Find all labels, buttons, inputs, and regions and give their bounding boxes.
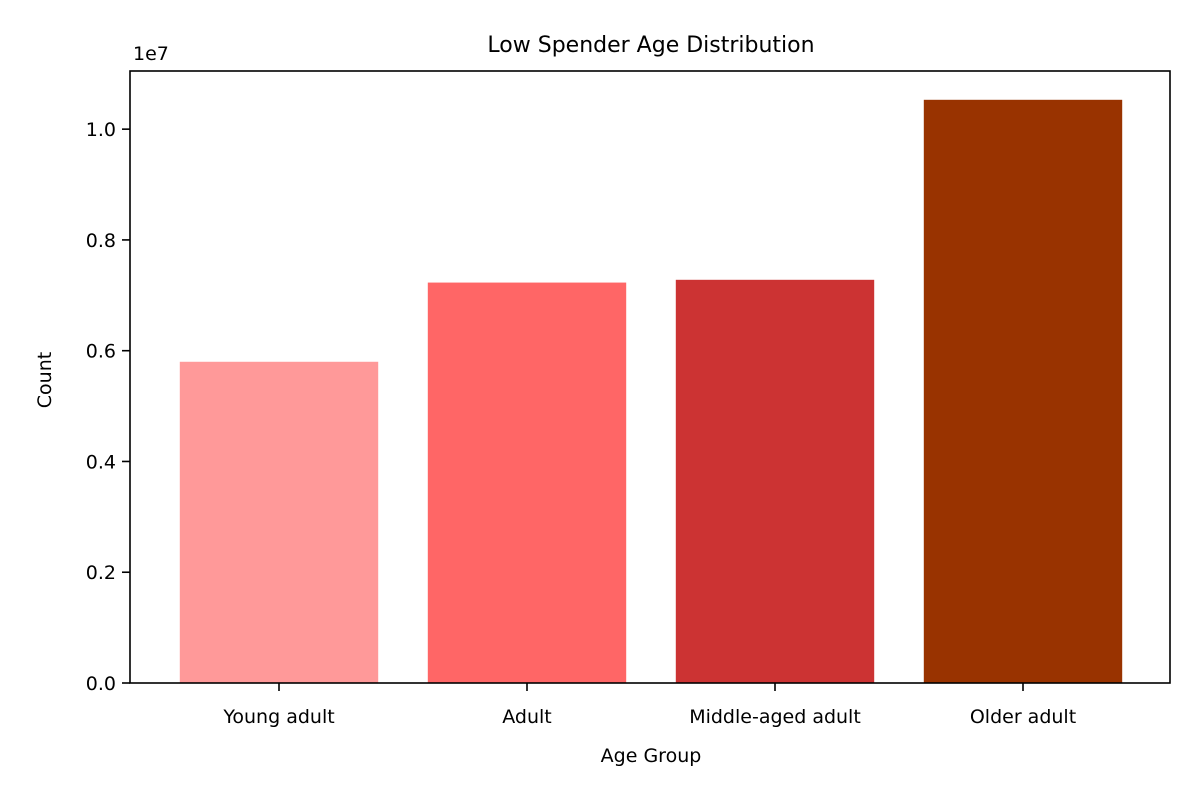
y-tick-label: 0.0: [86, 673, 116, 695]
y-tick-label: 0.2: [86, 562, 116, 584]
bar-middle-aged-adult: [675, 279, 875, 683]
y-axis-scale-label: 1e7: [133, 43, 169, 65]
y-tick-label: 0.6: [86, 341, 116, 363]
x-tick-label: Adult: [502, 706, 552, 728]
ticks-layer: Young adult Adult Middle-aged adult Older a…: [86, 119, 1076, 728]
y-tick-label: 0.4: [86, 451, 116, 473]
bar-older-adult: [923, 99, 1123, 684]
bar-adult: [427, 282, 627, 683]
x-tick-label: Older adult: [970, 706, 1076, 728]
y-tick-label: 0.8: [86, 230, 116, 252]
x-tick-label: Middle-aged adult: [689, 706, 861, 728]
bars-layer: [179, 99, 1123, 684]
chart-title: Low Spender Age Distribution: [487, 33, 814, 58]
y-axis-label: Count: [34, 352, 56, 408]
y-tick-label: 1.0: [86, 119, 116, 141]
x-tick-label: Young adult: [222, 706, 334, 728]
plot-frame: [129, 70, 1171, 684]
x-axis-label: Age Group: [601, 745, 702, 767]
bar-young-adult: [179, 361, 379, 683]
